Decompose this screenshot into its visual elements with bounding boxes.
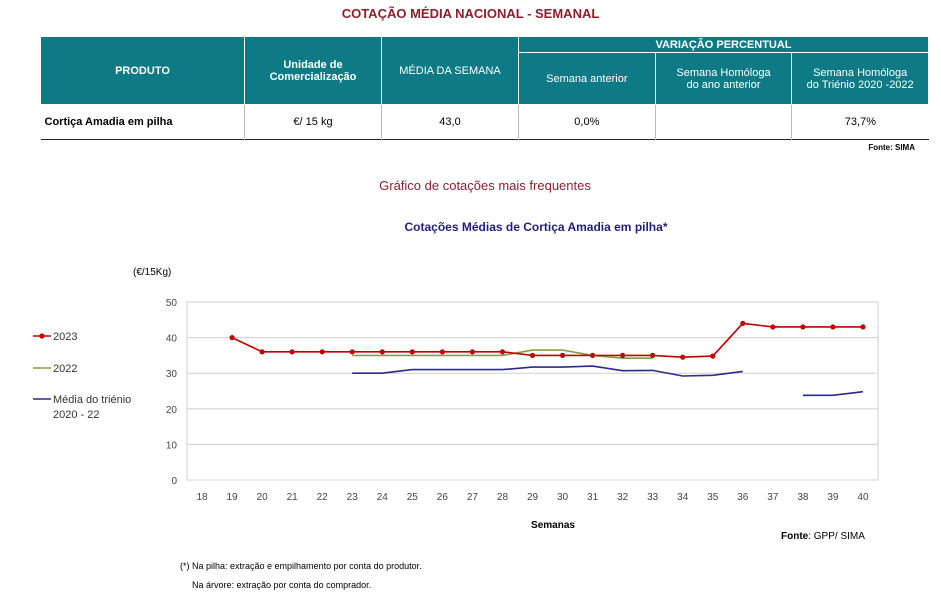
- chart-source-rest: : GPP/ SIMA: [808, 531, 865, 542]
- page-title: COTAÇÃO MÉDIA NACIONAL - SEMANAL: [341, 6, 600, 21]
- section-subtitle: Gráfico de cotações mais frequentes: [379, 178, 591, 193]
- y-tick-label: 50: [166, 298, 178, 309]
- y-axis-label: (€/15Kg): [133, 267, 171, 278]
- data-point: [409, 349, 415, 355]
- header-trienio: Semana Homóloga do Triénio 2020 -2022: [791, 52, 929, 105]
- data-point: [589, 352, 596, 358]
- data-point: [740, 320, 746, 326]
- cell-produto: Cortiça Amadia em pilha: [40, 104, 245, 140]
- data-point: [620, 352, 626, 358]
- header-media: MÉDIA DA SEMANA: [381, 36, 519, 105]
- x-tick-label: 29: [527, 492, 539, 503]
- x-tick-label: 18: [196, 492, 208, 503]
- data-point: [349, 349, 355, 355]
- x-tick-label: 38: [797, 492, 809, 503]
- x-tick-label: 40: [857, 492, 869, 503]
- x-tick-label: 27: [467, 492, 479, 503]
- x-tick-label: 26: [437, 492, 449, 503]
- line-chart: Cotações Médias de Cortiça Amadia em pil…: [33, 220, 879, 542]
- x-tick-label: 19: [227, 492, 239, 503]
- x-tick-label: 20: [257, 492, 269, 503]
- data-point: [860, 324, 866, 330]
- price-table: PRODUTO Unidade de Comercialização MÉDIA…: [40, 36, 929, 140]
- legend-label: 2023: [53, 331, 77, 343]
- data-point: [229, 335, 235, 341]
- data-point: [710, 353, 716, 359]
- footnote-2: Na árvore: extração por conta do comprad…: [192, 580, 372, 590]
- x-tick-label: 25: [407, 492, 419, 503]
- y-tick-label: 40: [166, 334, 178, 345]
- data-point: [559, 352, 566, 358]
- x-tick-label: 37: [767, 492, 779, 503]
- x-tick-label: 32: [617, 492, 629, 503]
- data-point: [319, 349, 325, 355]
- x-tick-label: 22: [317, 492, 329, 503]
- series-line: [231, 322, 863, 359]
- data-point: [379, 349, 385, 355]
- x-tick-label: 36: [737, 492, 749, 503]
- x-tick-label: 34: [677, 492, 689, 503]
- table-source: Fonte: SIMA: [868, 143, 915, 152]
- header-unidade: Unidade de Comercialização: [244, 36, 382, 105]
- data-point: [289, 349, 295, 355]
- header-semana-homologa-line1: Semana Homóloga: [676, 66, 771, 79]
- header-semana-anterior: Semana anterior: [518, 52, 656, 105]
- data-point: [830, 324, 836, 330]
- cell-anterior: 0,0%: [518, 104, 656, 140]
- header-trienio-line1: Semana Homóloga: [813, 66, 908, 79]
- x-tick-label: 28: [497, 492, 509, 503]
- x-tick-label: 24: [377, 492, 389, 503]
- y-tick-label: 10: [166, 440, 178, 451]
- x-tick-label: 35: [707, 492, 719, 503]
- header-variacao: VARIAÇÃO PERCENTUAL: [518, 36, 929, 53]
- table-row: Cortiça Amadia em pilha €/ 15 kg 43,0 0,…: [40, 104, 929, 140]
- data-point: [650, 352, 656, 358]
- cell-trienio: 73,7%: [791, 104, 929, 140]
- header-semana-homologa: Semana Homóloga do ano anterior: [654, 52, 793, 105]
- cell-homologa: [654, 104, 793, 140]
- header-produto: PRODUTO: [40, 36, 245, 105]
- data-point: [439, 349, 445, 355]
- y-tick-label: 20: [166, 405, 178, 416]
- cell-media: 43,0: [381, 104, 519, 140]
- series-line: [802, 390, 864, 397]
- x-axis-label: Semanas: [531, 520, 575, 531]
- header-trienio-line2: do Triénio 2020 -2022: [806, 78, 914, 91]
- plot-frame: [186, 301, 879, 481]
- series-line: [352, 365, 743, 377]
- x-tick-label: 31: [587, 492, 599, 503]
- y-tick-label: 0: [171, 476, 177, 487]
- x-tick-label: 39: [827, 492, 839, 503]
- plot-area: 0 10 20 30 40 50 18 19 20 21 22 23 24 25 26 27 28 29 30 31 3…: [166, 298, 879, 503]
- x-tick-label: 23: [347, 492, 359, 503]
- legend-label: Média do triénio: [53, 394, 131, 406]
- data-point: [770, 324, 776, 330]
- legend-label: 2020 - 22: [53, 409, 99, 421]
- x-tick-label: 30: [557, 492, 569, 503]
- footnote-1: (*) Na pilha: extração e empilhamento po…: [180, 561, 422, 571]
- chart-source-prefix: Fonte: [781, 531, 809, 542]
- legend-marker: [39, 333, 45, 339]
- chart-source: Fonte: GPP/ SIMA: [781, 531, 865, 542]
- x-tick-label: 21: [287, 492, 299, 503]
- legend-label: 2022: [53, 363, 77, 375]
- chart-title: Cotações Médias de Cortiça Amadia em pil…: [405, 220, 668, 234]
- data-point: [529, 352, 536, 358]
- cell-unidade: €/ 15 kg: [244, 104, 382, 140]
- data-point: [259, 349, 265, 355]
- header-semana-homologa-line2: do ano anterior: [686, 78, 761, 91]
- x-tick-label: 33: [647, 492, 659, 503]
- series-line: [352, 349, 653, 359]
- legend: 2023 2022 Média do triénio 2020 - 22: [33, 331, 131, 421]
- data-point: [680, 354, 686, 360]
- y-tick-label: 30: [166, 369, 178, 380]
- data-point: [800, 324, 806, 330]
- data-point: [469, 349, 476, 355]
- data-point: [499, 349, 506, 355]
